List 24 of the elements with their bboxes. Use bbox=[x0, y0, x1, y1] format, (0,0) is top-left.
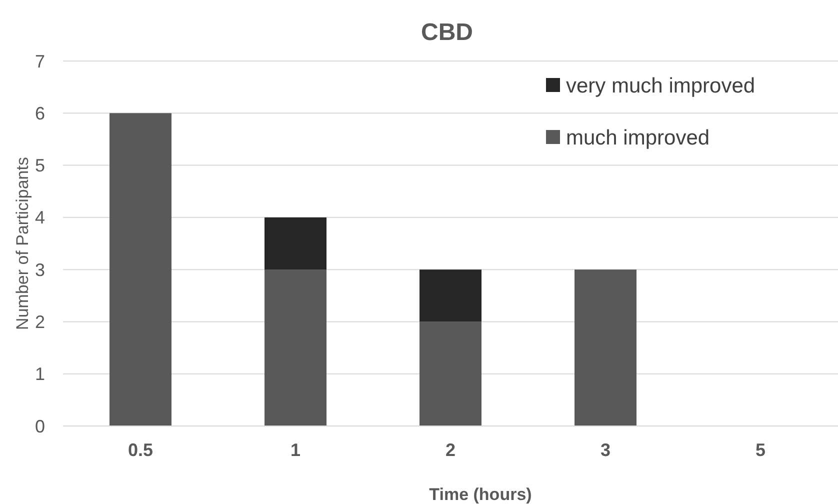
x-tick-label: 2 bbox=[445, 440, 456, 460]
x-tick-label: 1 bbox=[290, 440, 301, 460]
y-tick-label: 5 bbox=[34, 156, 45, 176]
y-axis-title: Number of Participants bbox=[13, 157, 32, 330]
x-tick-label: 5 bbox=[755, 440, 766, 460]
y-tick-label: 0 bbox=[34, 416, 45, 436]
bar bbox=[110, 113, 172, 426]
y-tick-label: 2 bbox=[34, 312, 45, 332]
bar bbox=[264, 217, 326, 270]
y-tick-label: 3 bbox=[34, 260, 45, 280]
y-tick-label: 6 bbox=[34, 103, 45, 124]
bar bbox=[574, 270, 636, 426]
y-tick-label: 7 bbox=[34, 51, 45, 72]
x-axis-title: Time (hours) bbox=[429, 485, 532, 504]
bar bbox=[420, 322, 482, 426]
y-tick-label: 4 bbox=[34, 208, 45, 228]
legend-label: much improved bbox=[566, 126, 710, 150]
bar bbox=[264, 270, 326, 426]
y-tick-label: 1 bbox=[34, 364, 45, 384]
x-tick-label: 3 bbox=[600, 440, 611, 460]
x-tick-label: 0.5 bbox=[128, 440, 154, 460]
bar bbox=[420, 270, 482, 322]
chart-title: CBD bbox=[421, 19, 473, 46]
legend-label: very much improved bbox=[566, 74, 756, 98]
